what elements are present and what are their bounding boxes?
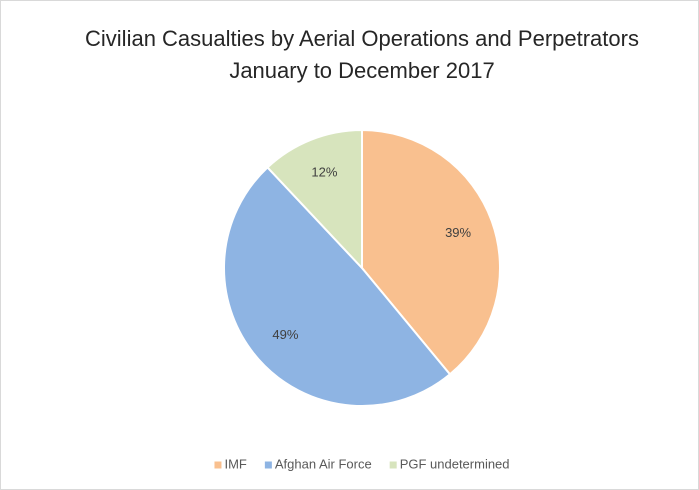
legend-swatch [214, 461, 222, 469]
legend-swatch [264, 461, 272, 469]
legend-swatch [389, 461, 397, 469]
chart-title: Civilian Casualties by Aerial Operations… [85, 26, 639, 51]
chart-subtitle: January to December 2017 [229, 58, 494, 83]
legend-label: Afghan Air Force [275, 456, 372, 471]
legend-label: PGF undetermined [400, 456, 510, 471]
data-label: 12% [311, 164, 337, 179]
data-label: 39% [445, 225, 471, 240]
data-label: 49% [272, 327, 298, 342]
pie: 39% 49% 12% [223, 128, 501, 407]
legend: IMF Afghan Air Force PGF undetermined [214, 456, 510, 471]
pie-slice [223, 165, 452, 407]
pie-slice [266, 128, 363, 271]
legend-label: IMF [224, 456, 246, 471]
pie-slice [361, 128, 501, 376]
